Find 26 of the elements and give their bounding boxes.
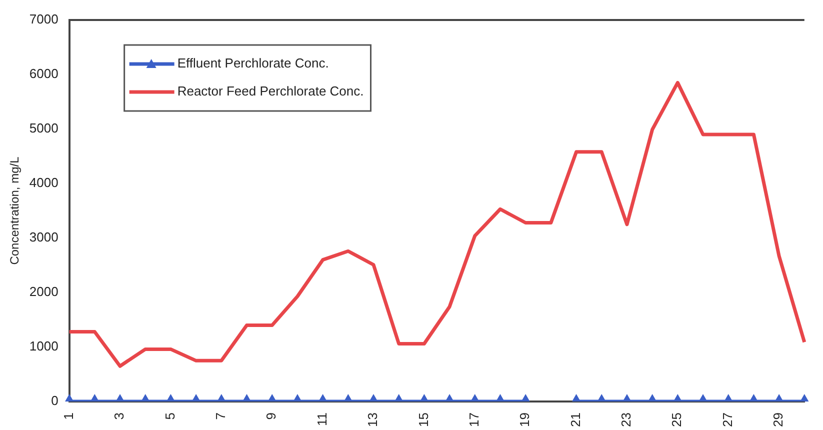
y-tick-label: 3000 [29, 230, 58, 245]
y-tick-label: 6000 [29, 66, 58, 82]
legend-label: Effluent Perchlorate Conc. [177, 56, 329, 71]
y-tick-label: 7000 [29, 12, 58, 27]
y-tick-label: 5000 [29, 120, 58, 136]
y-tick-label: 1000 [29, 338, 58, 354]
x-tick-label: 13 [365, 412, 380, 428]
x-tick-label: 5 [162, 412, 178, 420]
x-tick-label: 29 [770, 412, 786, 428]
x-tick-label: 3 [112, 412, 127, 420]
legend-label: Reactor Feed Perchlorate Conc. [177, 84, 364, 99]
x-tick-label: 15 [416, 412, 431, 428]
x-tick-label: 19 [517, 412, 532, 428]
x-tick-label: 9 [264, 412, 279, 420]
y-tick-label: 2000 [29, 284, 58, 300]
x-tick-label: 7 [212, 412, 228, 420]
x-tick-label: 25 [669, 412, 684, 428]
y-axis-title: Concentration, mg/L [8, 156, 22, 265]
x-tick-label: 1 [60, 412, 76, 420]
y-tick-label: 4000 [29, 175, 58, 190]
x-tick-label: 17 [466, 412, 482, 428]
x-tick-label: 11 [314, 412, 330, 426]
x-tick-label: 27 [720, 412, 735, 428]
x-tick-label: 23 [618, 412, 634, 428]
y-tick-label: 0 [51, 393, 58, 408]
x-tick-label: 21 [568, 412, 583, 428]
